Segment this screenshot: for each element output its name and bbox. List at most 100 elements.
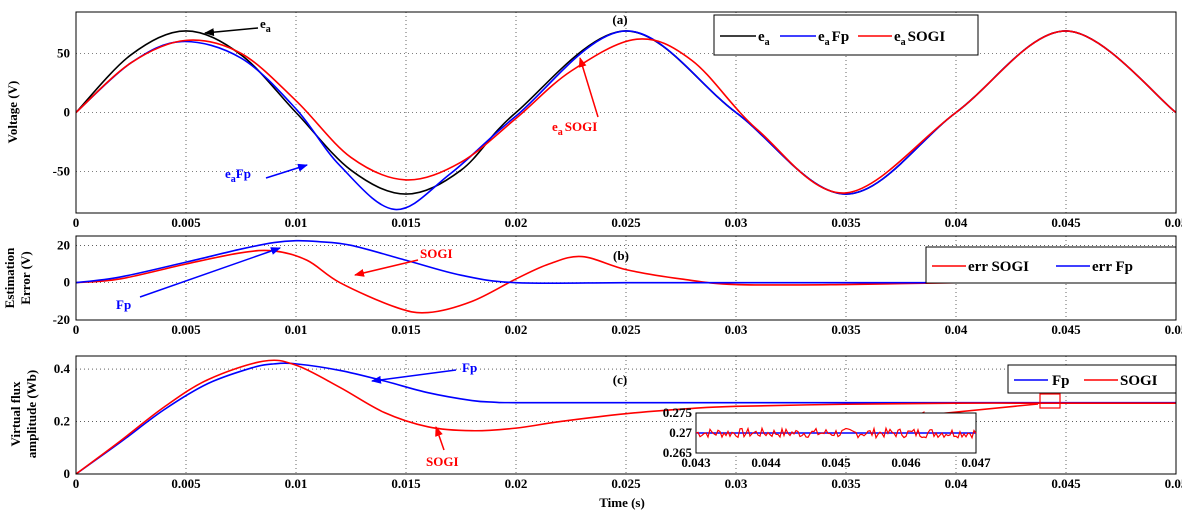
inset-x-tick-label: 0.045 xyxy=(821,455,851,470)
annotation-arrow-eafp xyxy=(265,163,308,179)
x-tick-label: 0.05 xyxy=(1165,215,1182,230)
inset: 0.043 0.044 0.045 0.046 0.047 0.265 0.27 0.275 xyxy=(663,405,991,470)
x-tick-label: 0.005 xyxy=(171,215,201,230)
legend-label-easogi: ea SOGI xyxy=(894,29,945,48)
inset-x-tick-label: 0.046 xyxy=(891,455,921,470)
x-tick-label: 0.01 xyxy=(285,215,308,230)
x-tick-label: 0.015 xyxy=(391,322,421,337)
inset-sogi-line xyxy=(695,426,977,440)
annotation-fp-b: Fp xyxy=(116,297,131,312)
x-tick-label: 0.015 xyxy=(391,215,421,230)
annotation-fp-c: Fp xyxy=(462,360,477,375)
x-tick-label: 0.035 xyxy=(831,476,861,491)
x-tick-label: 0.02 xyxy=(505,322,528,337)
panel-a-ticks: 0 0.005 0.01 0.015 0.02 0.025 0.03 0.035 0.04 0.0… xyxy=(53,45,1182,230)
inset-y-tick-label: 0.275 xyxy=(663,405,693,420)
x-tick-label: 0.03 xyxy=(725,215,748,230)
inset-series xyxy=(695,426,977,440)
y-tick-label: 50 xyxy=(57,45,70,60)
x-tick-label: 0 xyxy=(73,215,80,230)
x-tick-label: 0.015 xyxy=(391,476,421,491)
annotation-arrow-ea xyxy=(204,27,259,37)
panel-c-label: (c) xyxy=(613,372,627,387)
panel-a-series xyxy=(76,30,1176,211)
y-tick-label: 20 xyxy=(57,237,70,252)
x-tick-label: 0.04 xyxy=(945,322,968,337)
legend-label-err-sogi: err SOGI xyxy=(968,259,1029,275)
x-tick-label: 0.02 xyxy=(505,215,528,230)
inset-x-tick-label: 0.047 xyxy=(961,455,991,470)
annotation-arrow-easogi xyxy=(578,57,599,118)
panel-a-frame xyxy=(75,11,1177,214)
legend-label-err-fp: err Fp xyxy=(1092,259,1133,275)
zoom-box xyxy=(1039,393,1061,409)
panel-a-label: (a) xyxy=(612,12,627,27)
panel-c-series xyxy=(76,359,1176,474)
x-tick-label: 0.045 xyxy=(1051,476,1081,491)
series-line-b-0 xyxy=(76,249,1176,314)
legend-label-sogi: SOGI xyxy=(1120,373,1158,389)
panel-c-ticks: 0 0.005 0.01 0.015 0.02 0.025 0.03 0.035 0.04 0.0… xyxy=(54,361,1182,491)
panel-b-ylabel: EstimationError (V) xyxy=(2,247,33,308)
legend-label-ea: ea xyxy=(758,29,770,48)
annotation-eafp: eaFp xyxy=(225,166,251,185)
y-tick-label: 0.4 xyxy=(54,361,71,376)
annotation-arrow-sogi-b xyxy=(354,259,419,277)
panel-b-legend: err SOGI err Fp xyxy=(925,246,1177,284)
x-tick-label: 0 xyxy=(73,476,80,491)
panel-b: 0 0.005 0.01 0.015 0.02 0.025 0.03 0.035 0.04 0.0… xyxy=(2,235,1182,337)
panel-a-legend: ea ea Fp ea SOGI xyxy=(713,14,979,56)
annotation-arrow-fp-c xyxy=(371,369,457,384)
panel-b-ticks: 0 0.005 0.01 0.015 0.02 0.025 0.03 0.035 0.04 0.0… xyxy=(53,237,1182,337)
annotation-sogi-c: SOGI xyxy=(426,454,459,469)
inset-x-tick-label: 0.044 xyxy=(751,455,781,470)
panel-a-ylabel: Voltage (V) xyxy=(5,81,20,144)
panel-c: 0 0.005 0.01 0.015 0.02 0.025 0.03 0.035 0.04 0.0… xyxy=(8,355,1182,491)
x-tick-label: 0.02 xyxy=(505,476,528,491)
y-tick-label: 0 xyxy=(64,466,71,481)
x-tick-label: 0.035 xyxy=(831,322,861,337)
inset-y-tick-label: 0.265 xyxy=(663,445,693,460)
annotation-arrow-sogi-c xyxy=(435,426,445,451)
annotation-arrow-fp-b xyxy=(139,247,281,298)
series-line-a-2 xyxy=(76,30,1176,194)
annotation-ea: ea xyxy=(260,16,271,35)
x-tick-label: 0.045 xyxy=(1051,215,1081,230)
legend-label-eafp: ea Fp xyxy=(818,29,849,48)
series-line-c-0 xyxy=(76,362,1176,474)
panel-c-frame xyxy=(75,355,1177,475)
inset-y-tick-label: 0.27 xyxy=(669,425,692,440)
x-tick-label: 0.005 xyxy=(171,322,201,337)
x-tick-label: 0.005 xyxy=(171,476,201,491)
panel-b-label: (b) xyxy=(613,248,629,263)
x-axis-label: Time (s) xyxy=(599,495,645,510)
x-tick-label: 0.025 xyxy=(611,322,641,337)
x-tick-label: 0.035 xyxy=(831,215,861,230)
annotation-sogi-b: SOGI xyxy=(420,246,453,261)
x-tick-label: 0.03 xyxy=(725,476,748,491)
panel-c-ylabel: Virtual fluxamplitude (Wb) xyxy=(8,370,39,458)
annotation-easogi: ea SOGI xyxy=(552,119,597,138)
x-tick-label: 0.025 xyxy=(611,476,641,491)
x-tick-label: 0.025 xyxy=(611,215,641,230)
x-tick-label: 0.04 xyxy=(945,476,968,491)
x-tick-label: 0.05 xyxy=(1165,322,1182,337)
legend-label-fp: Fp xyxy=(1052,373,1070,389)
x-tick-label: 0.01 xyxy=(285,322,308,337)
x-tick-label: 0.04 xyxy=(945,215,968,230)
x-tick-label: 0.03 xyxy=(725,322,748,337)
y-tick-label: 0.2 xyxy=(54,414,70,429)
y-tick-label: 0 xyxy=(64,105,71,120)
panel-a: 0 0.005 0.01 0.015 0.02 0.025 0.03 0.035 0.04 0.0… xyxy=(5,11,1182,230)
inset-ticks: 0.043 0.044 0.045 0.046 0.047 0.265 0.27 0.275 xyxy=(663,405,991,470)
y-tick-label: 0 xyxy=(64,275,71,290)
y-tick-label: -20 xyxy=(53,312,70,327)
panel-c-legend: Fp SOGI xyxy=(1007,364,1177,394)
x-tick-label: 0.01 xyxy=(285,476,308,491)
y-tick-label: -50 xyxy=(53,164,70,179)
x-tick-label: 0.05 xyxy=(1165,476,1182,491)
x-tick-label: 0 xyxy=(73,322,80,337)
inset-x-tick-label: 0.043 xyxy=(681,455,711,470)
series-line-c-1 xyxy=(76,359,1176,474)
